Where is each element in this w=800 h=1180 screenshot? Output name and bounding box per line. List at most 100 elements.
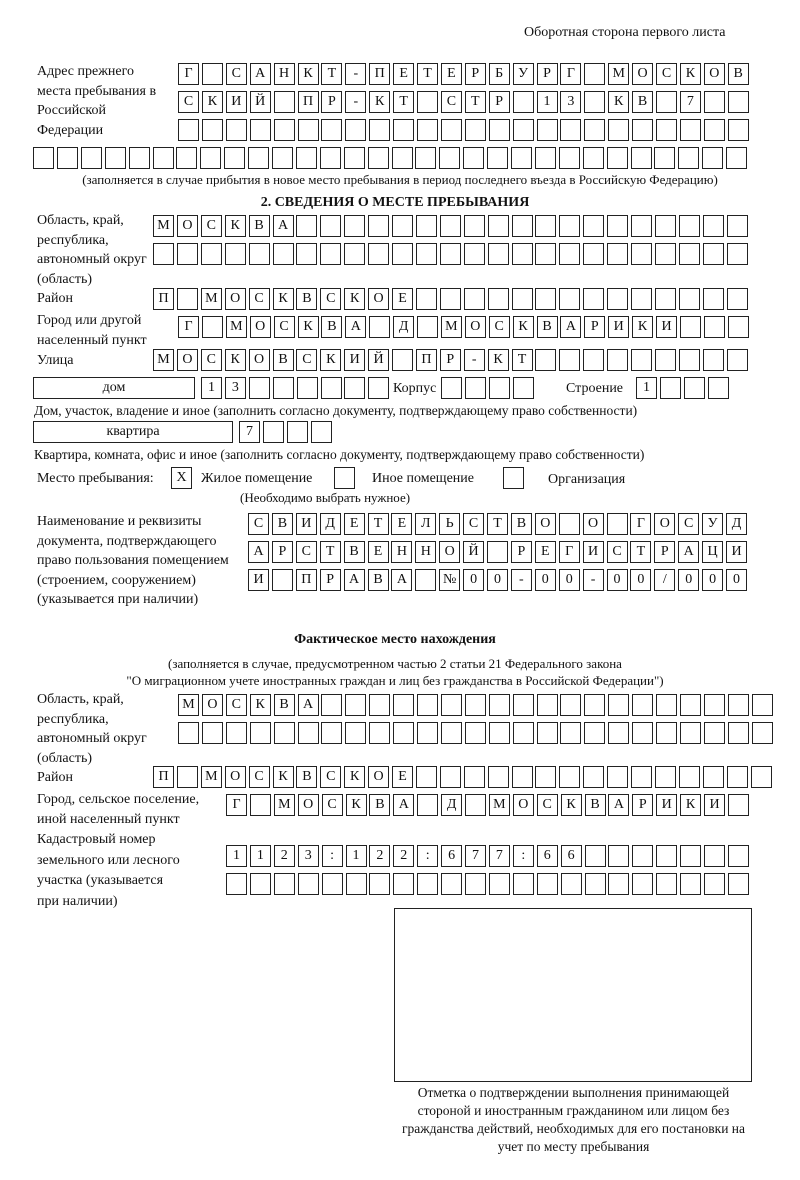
- char-cell[interactable]: [487, 766, 509, 788]
- char-cell[interactable]: [273, 91, 295, 113]
- char-cell[interactable]: [271, 569, 293, 591]
- char-cell[interactable]: П: [153, 288, 174, 310]
- char-cell[interactable]: В: [367, 569, 389, 591]
- char-cell[interactable]: [272, 377, 294, 399]
- char-cell[interactable]: [654, 349, 676, 371]
- char-cell[interactable]: [273, 722, 295, 744]
- char-cell[interactable]: [656, 845, 678, 867]
- char-cell[interactable]: К: [344, 766, 366, 788]
- char-cell[interactable]: [583, 766, 605, 788]
- checkbox-living-premises[interactable]: X: [171, 467, 192, 489]
- char-cell[interactable]: [488, 722, 510, 744]
- char-cell[interactable]: Т: [511, 349, 533, 371]
- char-cell[interactable]: [536, 119, 558, 141]
- char-cell[interactable]: [201, 722, 223, 744]
- char-cell[interactable]: [727, 845, 749, 867]
- char-cell[interactable]: В: [632, 91, 654, 113]
- char-cell[interactable]: [727, 119, 749, 141]
- char-cell[interactable]: [727, 873, 749, 895]
- checkbox-other-premises[interactable]: [334, 467, 355, 489]
- char-cell[interactable]: [440, 722, 462, 744]
- char-cell[interactable]: Р: [439, 349, 461, 371]
- char-cell[interactable]: [632, 845, 654, 867]
- char-cell[interactable]: [321, 119, 343, 141]
- char-cell[interactable]: [654, 147, 676, 169]
- char-cell[interactable]: [584, 873, 606, 895]
- char-cell[interactable]: [321, 722, 343, 744]
- char-cell[interactable]: И: [656, 794, 678, 816]
- char-cell[interactable]: [702, 215, 724, 237]
- char-cell[interactable]: [584, 722, 606, 744]
- char-cell[interactable]: Т: [464, 91, 486, 113]
- char-cell[interactable]: [702, 766, 724, 788]
- char-cell[interactable]: [368, 243, 390, 265]
- char-cell[interactable]: Р: [654, 541, 676, 563]
- char-cell[interactable]: 0: [678, 569, 700, 591]
- char-cell[interactable]: 3: [297, 845, 319, 867]
- char-cell[interactable]: Г: [630, 513, 652, 535]
- char-cell[interactable]: [344, 243, 366, 265]
- char-cell[interactable]: [368, 215, 390, 237]
- char-cell[interactable]: [608, 694, 630, 716]
- char-cell[interactable]: -: [345, 63, 367, 85]
- char-cell[interactable]: 2: [369, 845, 391, 867]
- char-cell[interactable]: Н: [415, 541, 437, 563]
- char-cell[interactable]: [583, 215, 605, 237]
- char-cell[interactable]: [654, 288, 676, 310]
- char-cell[interactable]: [751, 694, 773, 716]
- char-cell[interactable]: [678, 288, 700, 310]
- char-cell[interactable]: [393, 722, 415, 744]
- char-cell[interactable]: [584, 63, 606, 85]
- char-cell[interactable]: [176, 243, 198, 265]
- char-cell[interactable]: Б: [488, 63, 510, 85]
- char-cell[interactable]: [319, 147, 341, 169]
- char-cell[interactable]: В: [369, 794, 391, 816]
- char-cell[interactable]: [369, 722, 391, 744]
- char-cell[interactable]: А: [272, 215, 294, 237]
- char-cell[interactable]: К: [224, 349, 246, 371]
- char-cell[interactable]: [631, 288, 652, 310]
- char-cell[interactable]: [656, 119, 677, 141]
- char-cell[interactable]: [392, 243, 413, 265]
- char-cell[interactable]: [704, 845, 725, 867]
- char-cell[interactable]: [583, 349, 605, 371]
- char-cell[interactable]: [583, 243, 605, 265]
- char-cell[interactable]: [583, 288, 605, 310]
- char-cell[interactable]: [679, 722, 701, 744]
- char-cell[interactable]: 0: [463, 569, 485, 591]
- char-cell[interactable]: [704, 873, 725, 895]
- char-cell[interactable]: С: [225, 63, 247, 85]
- char-cell[interactable]: [343, 147, 365, 169]
- char-cell[interactable]: [559, 349, 581, 371]
- char-cell[interactable]: В: [536, 316, 558, 338]
- char-cell[interactable]: И: [704, 794, 725, 816]
- char-cell[interactable]: [487, 147, 509, 169]
- char-cell[interactable]: Е: [367, 541, 389, 563]
- char-cell[interactable]: [559, 215, 581, 237]
- char-cell[interactable]: [393, 119, 415, 141]
- char-cell[interactable]: И: [248, 569, 269, 591]
- char-cell[interactable]: [726, 215, 748, 237]
- char-cell[interactable]: О: [249, 316, 271, 338]
- char-cell[interactable]: [392, 215, 413, 237]
- char-cell[interactable]: [535, 215, 557, 237]
- char-cell[interactable]: [727, 694, 749, 716]
- char-cell[interactable]: М: [488, 794, 510, 816]
- char-cell[interactable]: С: [440, 91, 462, 113]
- flat-type-field[interactable]: квартира: [33, 421, 233, 443]
- char-cell[interactable]: С: [488, 316, 510, 338]
- char-cell[interactable]: [536, 694, 558, 716]
- char-cell[interactable]: К: [487, 349, 509, 371]
- char-cell[interactable]: [464, 119, 486, 141]
- char-cell[interactable]: С: [606, 541, 628, 563]
- char-cell[interactable]: О: [176, 349, 198, 371]
- char-cell[interactable]: М: [273, 794, 295, 816]
- char-cell[interactable]: [488, 694, 510, 716]
- char-cell[interactable]: [487, 541, 508, 563]
- char-cell[interactable]: А: [297, 694, 319, 716]
- char-cell[interactable]: М: [153, 349, 174, 371]
- char-cell[interactable]: С: [200, 349, 222, 371]
- char-cell[interactable]: К: [369, 91, 391, 113]
- char-cell[interactable]: [678, 215, 700, 237]
- char-cell[interactable]: [535, 349, 557, 371]
